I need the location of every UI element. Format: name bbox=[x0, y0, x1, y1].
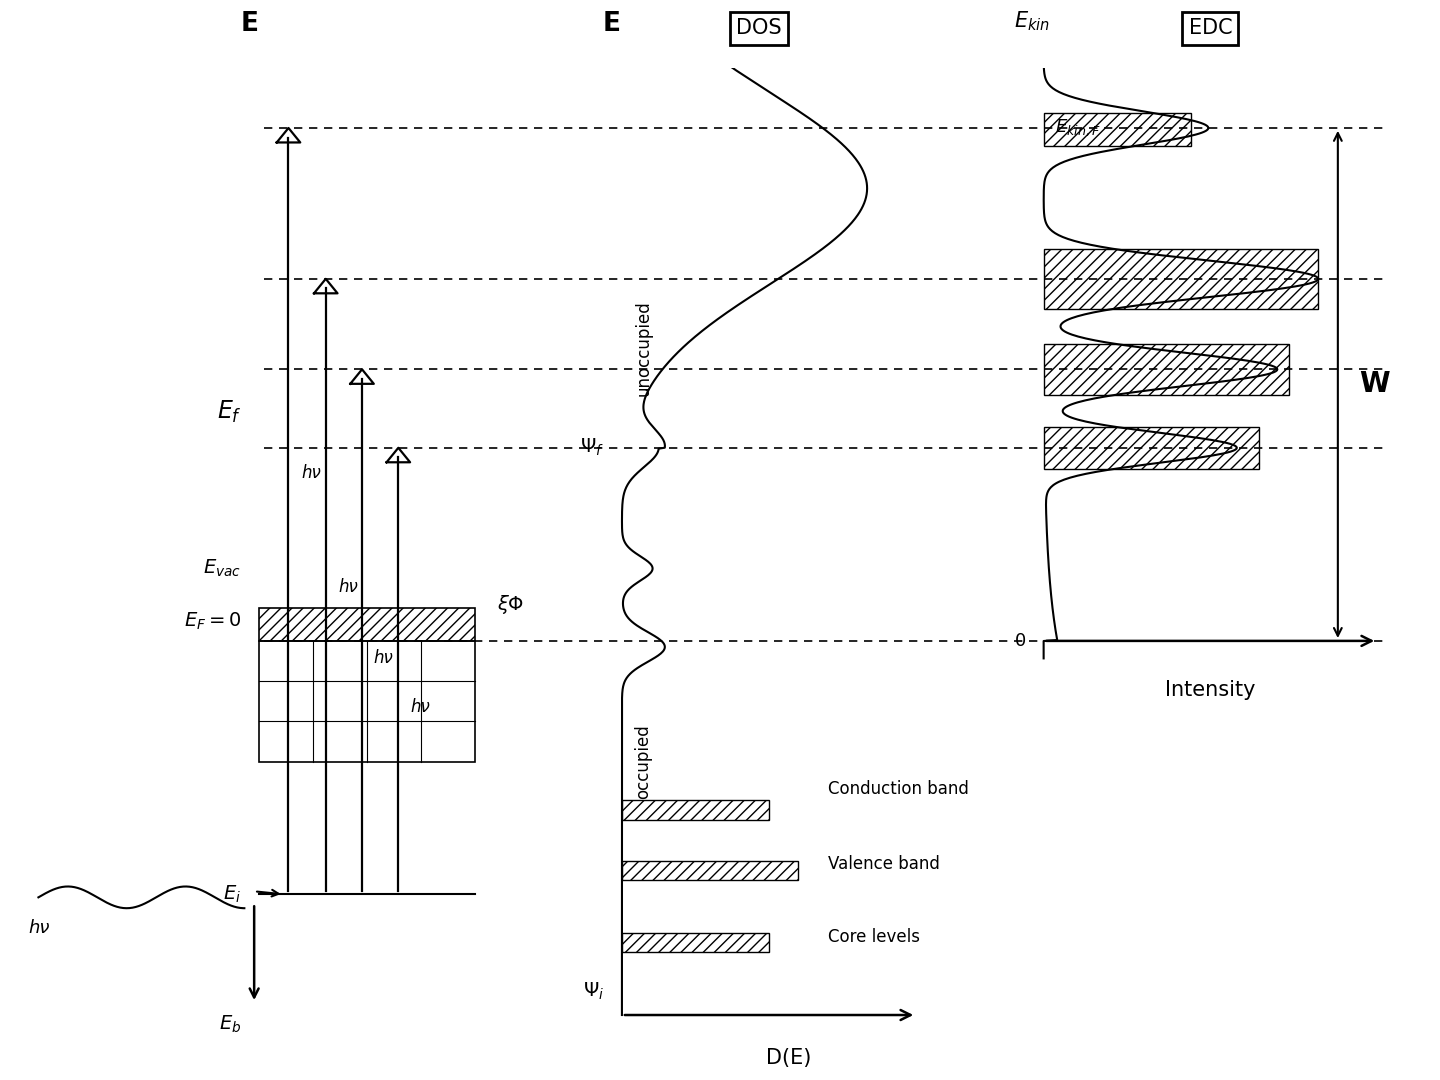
Text: unoccupied: unoccupied bbox=[635, 300, 652, 396]
Text: $\Psi_f$: $\Psi_f$ bbox=[580, 437, 605, 458]
Bar bbox=[1044, 113, 1191, 146]
Text: hν: hν bbox=[338, 578, 359, 595]
Text: $E_b$: $E_b$ bbox=[219, 1013, 242, 1035]
Text: occupied: occupied bbox=[635, 725, 652, 799]
Text: E: E bbox=[603, 12, 621, 38]
Bar bbox=[1044, 345, 1289, 394]
Bar bbox=[1044, 248, 1318, 309]
Text: Valence band: Valence band bbox=[828, 855, 940, 873]
Text: $E_{kin}$: $E_{kin}$ bbox=[1014, 9, 1050, 32]
Text: Intensity: Intensity bbox=[1165, 680, 1256, 700]
Text: $E_{vac}$: $E_{vac}$ bbox=[203, 558, 242, 579]
Text: $\Psi_i$: $\Psi_i$ bbox=[583, 981, 605, 1001]
Text: EDC: EDC bbox=[1188, 18, 1233, 39]
Text: hν: hν bbox=[374, 649, 393, 667]
Bar bbox=[622, 800, 769, 820]
Text: $E_f$: $E_f$ bbox=[216, 399, 242, 424]
Text: $E_i$: $E_i$ bbox=[223, 883, 242, 905]
Text: D(E): D(E) bbox=[766, 1049, 811, 1068]
Text: hν: hν bbox=[301, 463, 321, 482]
Text: $\xi\Phi$: $\xi\Phi$ bbox=[497, 593, 524, 617]
Bar bbox=[622, 861, 798, 880]
Text: hν: hν bbox=[29, 918, 50, 936]
Text: $E_{kin,F}$: $E_{kin,F}$ bbox=[1056, 118, 1102, 138]
Text: Core levels: Core levels bbox=[828, 928, 920, 946]
Text: $E_F{=}0$: $E_F{=}0$ bbox=[184, 610, 242, 632]
Text: Conduction band: Conduction band bbox=[828, 780, 969, 798]
Text: DOS: DOS bbox=[736, 18, 782, 39]
Text: 0: 0 bbox=[1015, 632, 1025, 650]
Bar bbox=[259, 608, 475, 640]
Text: hν: hν bbox=[410, 698, 431, 716]
Bar bbox=[1044, 427, 1260, 469]
Bar bbox=[622, 933, 769, 953]
Text: W: W bbox=[1359, 370, 1390, 399]
Bar bbox=[259, 640, 475, 761]
Text: E: E bbox=[240, 12, 258, 38]
